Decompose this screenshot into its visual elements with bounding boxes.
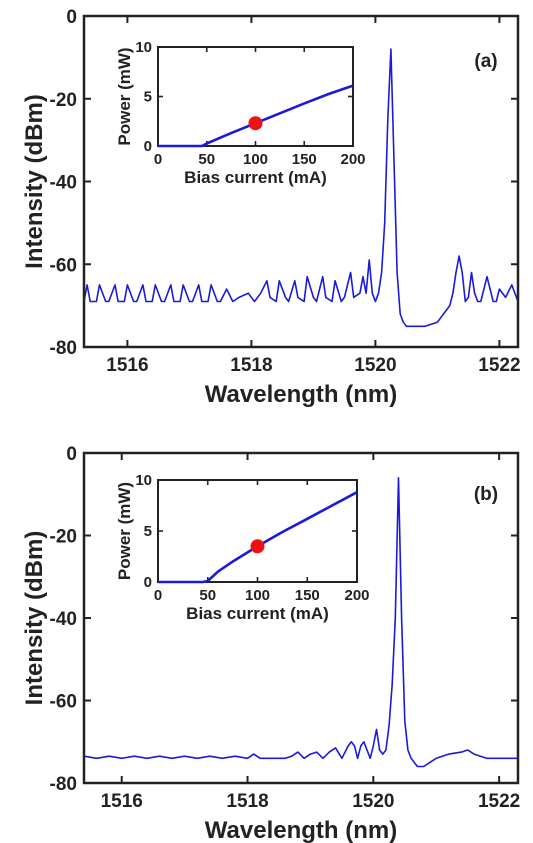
inset-chart: 0 50 100 150 200 0 5 10 Bias current (mA) Power (…: [115, 39, 366, 187]
inset-x-tick-label: 50: [199, 587, 216, 604]
inset-y-axis-label: Power (mW): [115, 482, 134, 580]
x-axis-label: Wavelength (nm): [205, 817, 397, 843]
y-tick-label: -80: [50, 338, 77, 359]
inset-y-tick-label: 5: [144, 89, 152, 106]
x-tick-label: 1518: [226, 791, 268, 812]
y-tick-label: -60: [50, 692, 77, 713]
x-tick-label: 1516: [101, 791, 143, 812]
inset-x-tick-label: 100: [243, 151, 268, 168]
inset-x-tick-label: 100: [245, 587, 270, 604]
y-tick-label: 0: [66, 444, 77, 465]
x-tick-label: 1522: [478, 355, 520, 376]
inset-y-tick-label: 10: [135, 472, 152, 489]
y-axis-label: Intensity (dBm): [21, 531, 48, 706]
inset-x-axis-label: Bias current (mA): [186, 604, 329, 623]
y-tick-label: -40: [50, 173, 77, 194]
x-tick-label: 1520: [354, 355, 396, 376]
inset-y-tick-label: 0: [144, 574, 152, 591]
y-tick-label: -20: [50, 90, 77, 111]
y-axis-label: Intensity (dBm): [21, 94, 48, 269]
panel-b: 1516 1518 1520 1522 0 -20 -40 -60 -80 Wavelength …: [21, 444, 520, 843]
inset-y-tick-label: 5: [144, 523, 152, 540]
y-tick-label: -20: [50, 527, 77, 548]
x-tick-label: 1522: [478, 791, 520, 812]
inset-y-axis-label: Power (mW): [115, 47, 134, 145]
x-tick-label: 1520: [352, 791, 394, 812]
operating-point-marker: [250, 539, 265, 554]
inset-x-axis-label: Bias current (mA): [184, 168, 327, 187]
inset-x-tick-label: 0: [154, 587, 162, 604]
y-tick-label: -80: [50, 774, 77, 795]
x-axis-label: Wavelength (nm): [205, 381, 397, 408]
y-tick-label: 0: [66, 7, 77, 28]
inset-x-tick-label: 0: [154, 151, 162, 168]
spectrum-line: [83, 477, 518, 768]
inset-y-tick-label: 0: [144, 138, 152, 155]
inset-chart: 0 50 100 150 200 0 5 10 Bias current (mA) Power (…: [115, 472, 370, 623]
inset-x-tick-label: 200: [344, 587, 369, 604]
panel-label: (a): [474, 51, 497, 72]
operating-point-marker: [248, 116, 263, 131]
y-tick-label: -40: [50, 609, 77, 630]
panel-a: 1516 1518 1520 1522 0 -20 -40 -60 -80 Wavelength …: [21, 7, 521, 408]
inset-x-tick-label: 50: [198, 151, 215, 168]
inset-li-curve: [158, 491, 358, 584]
inset-x-tick-label: 150: [292, 151, 317, 168]
spectrum-line: [83, 48, 519, 328]
inset-y-tick-label: 10: [135, 39, 152, 56]
x-tick-label: 1518: [230, 355, 272, 376]
inset-x-tick-label: 150: [295, 587, 320, 604]
inset-frame: [157, 479, 358, 583]
x-tick-label: 1516: [106, 355, 148, 376]
panel-label: (b): [474, 484, 498, 505]
inset-x-tick-label: 200: [340, 151, 365, 168]
y-tick-label: -60: [50, 255, 77, 276]
